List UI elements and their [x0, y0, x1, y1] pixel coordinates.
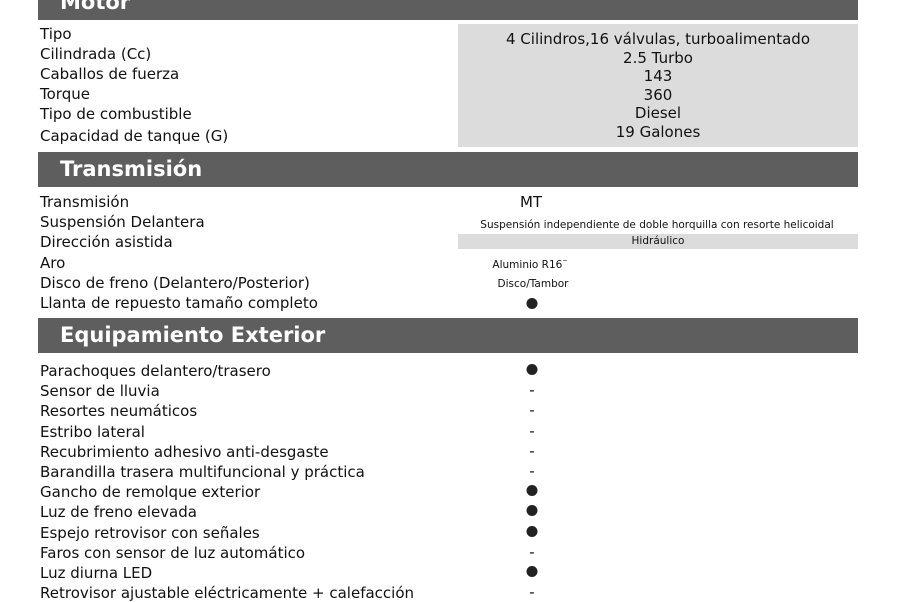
spec-value: 4 Cilindros,16 válvulas, turboalimentado	[506, 30, 810, 48]
spec-value: MT	[519, 193, 543, 211]
spec-value: -	[529, 583, 535, 602]
spec-value: 2.5 Turbo	[623, 49, 693, 67]
section-title: Transmisión	[60, 157, 203, 181]
spec-value: 143	[643, 67, 673, 85]
included-dot-icon	[526, 482, 538, 500]
spec-label: Resortes neumáticos	[40, 402, 198, 421]
spec-label: Capacidad de tanque (G)	[40, 127, 229, 145]
spec-label: Tipo	[40, 25, 72, 43]
spec-value: Suspensión independiente de doble horqui…	[480, 219, 834, 231]
spec-value: -	[529, 421, 535, 440]
spec-label: Sensor de lluvia	[40, 382, 160, 401]
spec-label: Parachoques delantero/trasero	[40, 362, 271, 380]
included-dot-icon	[526, 563, 538, 581]
spec-label: Caballos de fuerza	[40, 65, 180, 83]
spec-label: Tipo de combustible	[40, 105, 192, 123]
spec-label: Cilindrada (Cc)	[40, 45, 152, 63]
spec-label: Dirección asistida	[40, 233, 173, 251]
spec-value: 19 Galones	[615, 123, 701, 141]
spec-value: 360	[643, 86, 673, 104]
motor-values-background	[458, 24, 858, 147]
included-dot-icon	[526, 361, 538, 379]
spec-label: Aro	[40, 254, 66, 272]
spec-value: -	[529, 542, 535, 561]
spec-label: Luz de freno elevada	[40, 503, 197, 522]
section-header-motor: Motor	[38, 0, 858, 20]
spec-label: Disco de freno (Delantero/Posterior)	[40, 274, 310, 292]
included-dot-icon	[526, 523, 538, 541]
spec-label: Espejo retrovisor con señales	[40, 523, 260, 542]
section-header-transmision: Transmisión	[38, 152, 858, 187]
section-title: Equipamiento Exterior	[60, 323, 326, 347]
spec-label: Luz diurna LED	[40, 564, 153, 582]
spec-label: Torque	[40, 85, 90, 103]
section-title: Motor	[60, 0, 131, 14]
spec-value: Aluminio R16¨	[492, 259, 568, 271]
spec-label: Barandilla trasera multifuncional y prác…	[40, 463, 365, 481]
spec-label: Estribo lateral	[40, 422, 145, 441]
spec-value: -	[529, 401, 535, 420]
spec-label: Llanta de repuesto tamaño completo	[40, 294, 318, 312]
section-header-exterior: Equipamiento Exterior	[38, 318, 858, 353]
spec-label: Recubrimiento adhesivo anti-desgaste	[40, 442, 329, 461]
included-dot-icon	[526, 502, 538, 520]
hidraulico-background	[458, 234, 858, 249]
spec-label: Retrovisor ajustable eléctricamente + ca…	[40, 584, 415, 602]
spec-label: Gancho de remolque exterior	[40, 483, 261, 502]
spec-value: Disco/Tambor	[497, 278, 569, 290]
spec-value: -	[529, 381, 535, 400]
spec-value: -	[529, 462, 535, 480]
spec-label: Transmisión	[40, 193, 130, 211]
included-dot-icon	[526, 295, 538, 313]
spec-label: Suspensión Delantera	[40, 213, 205, 231]
spec-value: Hidráulico	[631, 235, 685, 247]
spec-label: Faros con sensor de luz automático	[40, 543, 306, 562]
spec-value: Diesel	[634, 104, 682, 122]
spec-value: -	[529, 441, 535, 460]
